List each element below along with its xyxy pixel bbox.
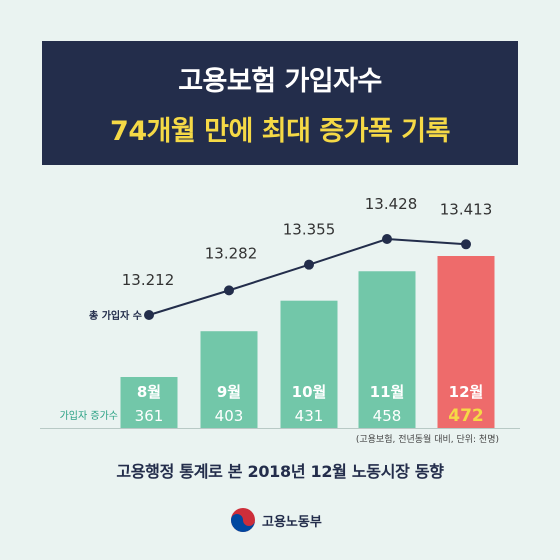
line-value-label-0: 13.212 xyxy=(122,271,175,289)
bar-value-label-0: 361 xyxy=(135,407,164,425)
line-point-3 xyxy=(382,234,392,244)
title-line-1: 고용보험 가입자수 xyxy=(178,66,382,97)
bar-series-label: 가입자 증가수 xyxy=(60,409,118,422)
chart: 8월 361 9월 403 10월 431 11월 458 12월 472 13.212 13.282… xyxy=(40,195,520,445)
line-value-label-4: 13.413 xyxy=(440,200,493,218)
bar-value-label-3: 458 xyxy=(373,407,402,425)
title-line-2: 74개월 만에 최대 증가폭 기록 xyxy=(110,116,450,147)
line-value-label-2: 13.355 xyxy=(283,221,336,239)
taegeuk-emblem-icon xyxy=(231,508,255,532)
bar-category-label-0: 8월 xyxy=(137,383,161,401)
line-value-label-1: 13.282 xyxy=(205,244,258,262)
bar-value-label-4: 472 xyxy=(448,406,484,426)
line-point-2 xyxy=(304,259,314,270)
bar-1 xyxy=(200,331,258,428)
bar-category-label-4: 12월 xyxy=(449,383,484,401)
bar-category-label-2: 10월 xyxy=(292,383,327,401)
line-series-label: 총 가입자 수 xyxy=(89,309,142,322)
ministry-logo: 고용노동부 xyxy=(230,507,322,533)
line-value-label-3: 13.428 xyxy=(365,195,418,213)
bar-4 xyxy=(437,256,495,428)
footer-caption: 고용행정 통계로 본 2018년 12월 노동시장 동향 xyxy=(116,462,444,481)
bar-value-label-1: 403 xyxy=(215,407,244,425)
bar-3 xyxy=(358,271,416,428)
unit-note: (고용보험, 전년동월 대비, 단위: 천명) xyxy=(356,433,499,445)
bar-category-label-3: 11월 xyxy=(370,383,405,401)
bar-category-label-1: 9월 xyxy=(217,383,241,401)
line-point-4 xyxy=(461,239,471,250)
line-point-0 xyxy=(144,310,154,320)
bar-2 xyxy=(280,300,338,428)
line-point-1 xyxy=(224,285,234,296)
logo-text: 고용노동부 xyxy=(262,514,322,530)
bar-value-label-2: 431 xyxy=(295,407,324,425)
title-banner: 고용보험 가입자수 74개월 만에 최대 증가폭 기록 xyxy=(42,41,518,165)
bar-0 xyxy=(120,377,178,428)
